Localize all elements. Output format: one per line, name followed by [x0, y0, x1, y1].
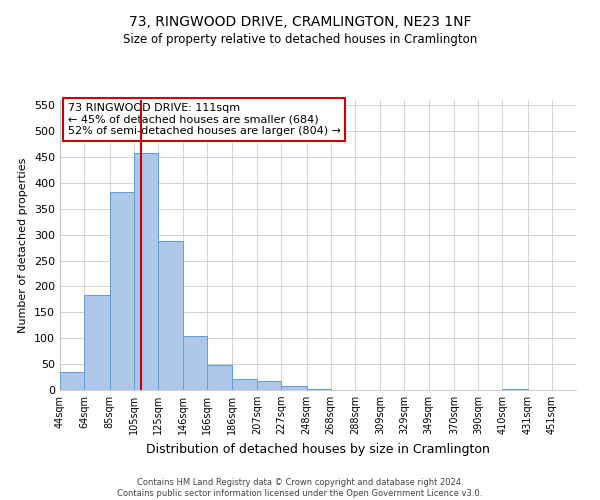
Bar — [134, 153, 158, 390]
Bar — [60, 372, 84, 390]
Text: Contains HM Land Registry data © Crown copyright and database right 2024.
Contai: Contains HM Land Registry data © Crown c… — [118, 478, 482, 498]
Bar — [183, 336, 208, 390]
Text: Size of property relative to detached houses in Cramlington: Size of property relative to detached ho… — [123, 32, 477, 46]
Y-axis label: Number of detached properties: Number of detached properties — [19, 158, 28, 332]
Bar — [257, 381, 281, 390]
Bar — [232, 378, 257, 390]
Bar — [281, 386, 307, 390]
Text: 73, RINGWOOD DRIVE, CRAMLINGTON, NE23 1NF: 73, RINGWOOD DRIVE, CRAMLINGTON, NE23 1N… — [129, 15, 471, 29]
Bar — [110, 192, 134, 390]
Bar — [84, 295, 110, 390]
X-axis label: Distribution of detached houses by size in Cramlington: Distribution of detached houses by size … — [146, 442, 490, 456]
Bar — [158, 241, 183, 390]
Bar — [208, 364, 232, 390]
Text: 73 RINGWOOD DRIVE: 111sqm
← 45% of detached houses are smaller (684)
52% of semi: 73 RINGWOOD DRIVE: 111sqm ← 45% of detac… — [68, 103, 341, 136]
